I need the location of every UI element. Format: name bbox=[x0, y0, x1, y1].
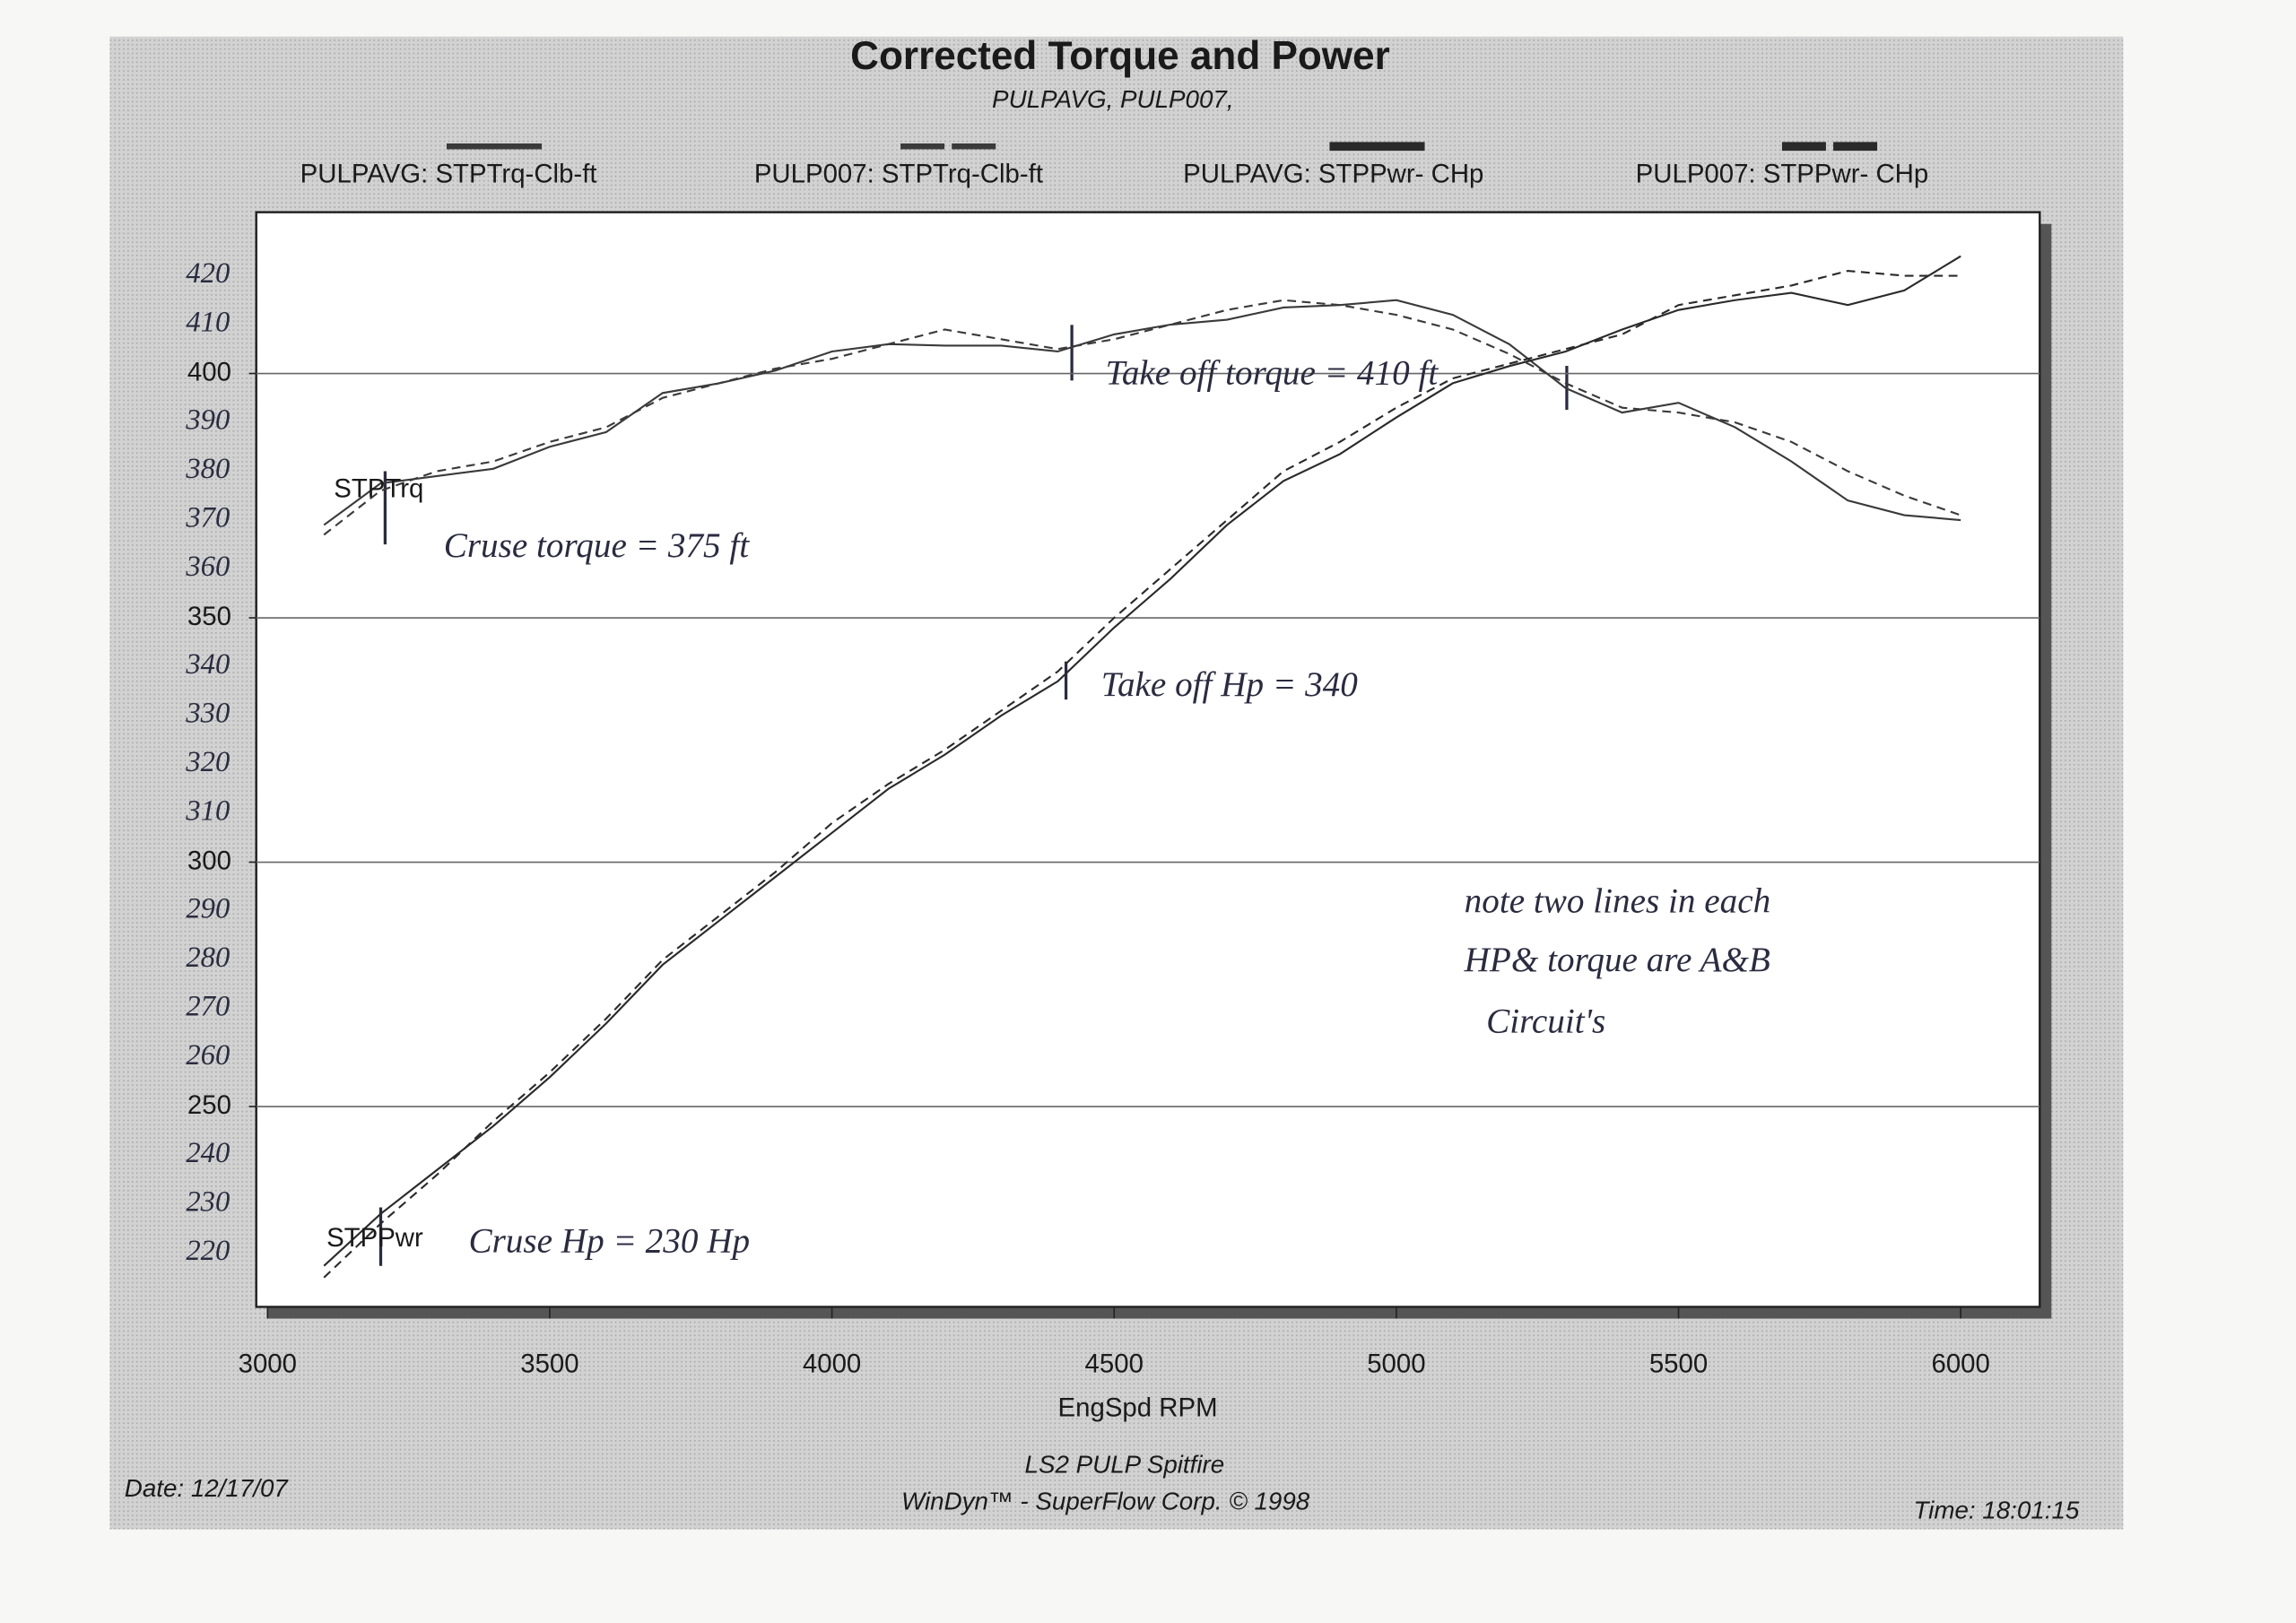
y-tick-label: 400 bbox=[187, 357, 231, 386]
x-tick-label: 4500 bbox=[1085, 1350, 1144, 1379]
x-tick-label: 4000 bbox=[803, 1350, 861, 1379]
y-tick-label-handwritten: 380 bbox=[185, 453, 230, 485]
y-tick-label-handwritten: 280 bbox=[186, 942, 230, 974]
y-tick-label-handwritten: 390 bbox=[185, 404, 230, 436]
annotation: Take off torque = 410 ft bbox=[1106, 353, 1439, 392]
y-tick-label: 300 bbox=[187, 846, 231, 875]
series-line bbox=[323, 299, 1961, 536]
y-tick-label-handwritten: 270 bbox=[186, 991, 230, 1023]
y-tick-label-handwritten: 260 bbox=[186, 1039, 230, 1072]
footer-time: Time: 18:01:15 bbox=[1913, 1496, 2079, 1523]
y-tick-label-handwritten: 330 bbox=[185, 697, 230, 729]
y-tick-label: 350 bbox=[187, 602, 231, 631]
y-tick-label-handwritten: 290 bbox=[186, 892, 230, 924]
legend-label: PULP007: STPTrq-Clb-ft bbox=[754, 160, 1043, 189]
series-line bbox=[323, 299, 1961, 526]
annotation: Take off Hp = 340 bbox=[1101, 665, 1358, 704]
series-line bbox=[323, 255, 1961, 1267]
footer-date: Date: 12/17/07 bbox=[125, 1474, 290, 1502]
y-tick-label-handwritten: 360 bbox=[185, 551, 230, 583]
y-tick-label-handwritten: 370 bbox=[185, 501, 230, 534]
chart-subtitle: PULPAVG, PULP007, bbox=[992, 85, 1233, 113]
annotation: Cruse Hp = 230 Hp bbox=[468, 1221, 750, 1260]
y-tick-label: 250 bbox=[187, 1090, 231, 1120]
x-tick-label: 3000 bbox=[239, 1350, 297, 1379]
y-tick-label-handwritten: 320 bbox=[185, 746, 230, 778]
x-axis-label: EngSpd RPM bbox=[1058, 1393, 1218, 1422]
plot-area bbox=[255, 211, 2041, 1308]
footer-title: LS2 PULP Spitfire bbox=[1025, 1451, 1225, 1479]
y-tick-label-handwritten: 420 bbox=[186, 257, 230, 290]
y-tick-label-handwritten: 240 bbox=[186, 1137, 230, 1169]
annotation: Cruse torque = 375 ft bbox=[444, 526, 751, 565]
chart-title: Corrected Torque and Power bbox=[850, 34, 1390, 78]
y-tick-label-handwritten: 310 bbox=[185, 794, 230, 827]
annotation: STPTrq bbox=[334, 474, 423, 504]
annotation: note two lines in each bbox=[1465, 882, 1771, 921]
y-tick-label-handwritten: 410 bbox=[186, 306, 230, 338]
legend-label: PULPAVG: STPPwr- CHp bbox=[1183, 160, 1483, 189]
legend-label: PULP007: STPPwr- CHp bbox=[1636, 160, 1929, 189]
series-line bbox=[323, 269, 1961, 1279]
x-tick-label: 6000 bbox=[1931, 1350, 1989, 1379]
annotation: HP& torque are A&B bbox=[1464, 941, 1770, 979]
x-tick-label: 5000 bbox=[1367, 1350, 1425, 1379]
annotation: STPPwr bbox=[326, 1223, 423, 1253]
y-tick-label-handwritten: 220 bbox=[186, 1235, 230, 1267]
y-tick-label-handwritten: 230 bbox=[186, 1186, 230, 1219]
y-tick-label-handwritten: 340 bbox=[185, 648, 230, 681]
annotation: Circuit's bbox=[1486, 1002, 1605, 1040]
x-tick-label: 5500 bbox=[1649, 1350, 1708, 1379]
footer-software: WinDyn™ - SuperFlow Corp. © 1998 bbox=[901, 1487, 1310, 1515]
legend-label: PULPAVG: STPTrq-Clb-ft bbox=[300, 160, 597, 189]
x-tick-label: 3500 bbox=[520, 1350, 578, 1379]
